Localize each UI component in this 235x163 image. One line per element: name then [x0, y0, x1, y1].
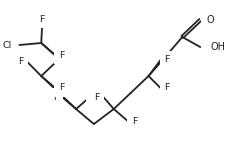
- Text: F: F: [59, 51, 64, 59]
- Text: F: F: [59, 83, 64, 92]
- Text: F: F: [18, 58, 23, 67]
- Text: F: F: [94, 92, 99, 102]
- Text: F: F: [53, 92, 58, 102]
- Text: Cl: Cl: [2, 40, 12, 50]
- Text: F: F: [132, 117, 137, 126]
- Text: O: O: [206, 15, 214, 25]
- Text: OH: OH: [210, 42, 225, 52]
- Text: F: F: [39, 15, 45, 23]
- Text: F: F: [164, 83, 170, 92]
- Text: F: F: [164, 55, 170, 65]
- Text: F: F: [90, 89, 96, 97]
